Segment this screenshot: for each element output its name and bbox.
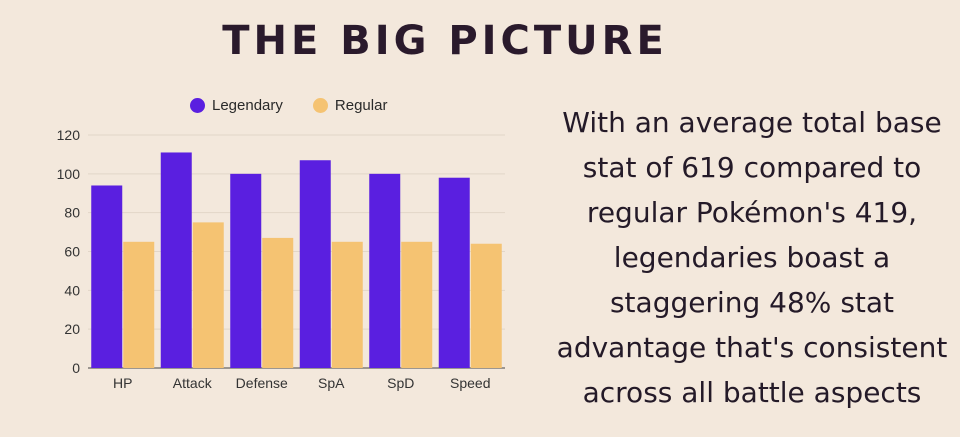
- page-title: THE BIG PICTURE: [222, 18, 668, 64]
- legend-item-regular: Regular: [312, 97, 388, 114]
- x-tick-label: SpA: [318, 375, 345, 391]
- bar-legendary-spa: [299, 160, 331, 368]
- y-tick-label: 120: [57, 127, 81, 143]
- x-tick-label: Speed: [450, 375, 490, 391]
- y-tick-label: 0: [72, 360, 80, 376]
- bar-chart: 0 20 40 60 80 100 120 HP Attack Defense SpA SpD Spee…: [57, 127, 505, 391]
- legend-label-regular: Regular: [334, 97, 388, 114]
- legend-label-legendary: Legendary: [212, 97, 283, 114]
- x-tick-label: SpD: [387, 375, 414, 391]
- x-tick-label: Attack: [173, 375, 213, 391]
- x-tick-label: Defense: [236, 375, 288, 391]
- bar-legendary-spd: [369, 173, 401, 368]
- bar-regular-spa: [331, 241, 363, 368]
- y-tick-label: 40: [64, 282, 80, 298]
- bar-regular-hp: [123, 241, 155, 368]
- summary-text: With an average total base stat of 619 c…: [556, 106, 948, 409]
- bar-regular-attack: [192, 222, 224, 368]
- y-tick-label: 80: [64, 205, 80, 221]
- bar-legendary-speed: [438, 177, 470, 368]
- legend-swatch-legendary: [190, 98, 205, 113]
- grid-layer: [88, 134, 505, 369]
- bar-regular-speed: [470, 243, 502, 368]
- bar-regular-spd: [401, 241, 433, 368]
- bar-legendary-attack: [160, 152, 192, 368]
- y-tick-label: 60: [64, 244, 80, 260]
- chart-legend: Legendary Regular: [190, 97, 387, 114]
- bar-legendary-hp: [91, 185, 123, 368]
- legend-item-legendary: Legendary: [190, 97, 283, 114]
- bar-regular-defense: [262, 237, 294, 368]
- y-tick-label: 20: [64, 321, 80, 337]
- bar-layer: [91, 152, 502, 368]
- x-tick-label: HP: [113, 375, 132, 391]
- bar-legendary-defense: [230, 173, 262, 368]
- legend-swatch-regular: [312, 98, 328, 113]
- y-tick-label: 100: [57, 166, 81, 182]
- label-layer: 0 20 40 60 80 100 120 HP Attack Defense SpA SpD Spee…: [57, 127, 491, 391]
